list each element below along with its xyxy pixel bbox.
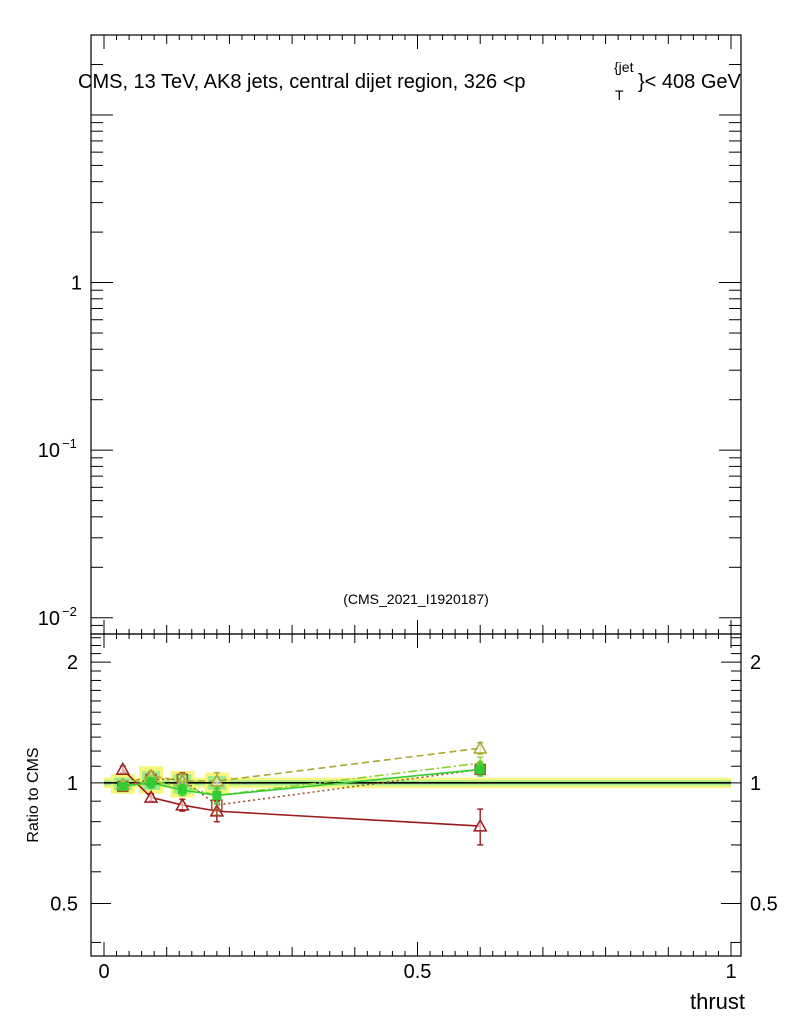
- data-point-marker: [472, 740, 488, 754]
- upper-plot-frame: [90, 34, 742, 635]
- data-point-marker: [115, 761, 131, 775]
- y-tick-label-upper: 10: [38, 608, 60, 630]
- y-tick-label-lower-right: 1: [750, 773, 761, 795]
- data-point-marker: [209, 773, 225, 787]
- analysis-label: (CMS_2021_I1920187): [343, 591, 489, 607]
- y-tick-label-lower-right: 2: [750, 652, 761, 674]
- y-tick-label-lower-left: 2: [67, 652, 78, 674]
- x-tick-label: 0: [98, 961, 109, 983]
- chart-title-superscript: {jet: [614, 59, 634, 75]
- y-tick-label-lower-right: 0.5: [750, 894, 778, 916]
- data-point-marker: [118, 781, 128, 791]
- data-point-marker: [146, 778, 156, 788]
- data-point-marker: [475, 764, 485, 774]
- data-point-marker: [175, 797, 190, 811]
- x-tick-label: 0.5: [404, 961, 432, 983]
- x-tick-label: 1: [725, 961, 736, 983]
- lower-plot-frame: [90, 633, 742, 957]
- chart-title-subscript: T: [615, 87, 624, 103]
- y-tick-label-lower-left: 0.5: [50, 894, 78, 916]
- data-point-marker: [212, 790, 222, 800]
- data-point-marker: [177, 785, 187, 795]
- series-lime-dashdot-line: [122, 762, 481, 797]
- y-tick-label-lower-left: 1: [67, 773, 78, 795]
- data-point-marker: [472, 818, 488, 832]
- data-point-marker: [143, 789, 159, 803]
- y-axis-label-ratio: Ratio to CMS: [25, 747, 42, 842]
- x-axis-label: thrust: [690, 989, 745, 1014]
- chart-title: CMS, 13 TeV, AK8 jets, central dijet reg…: [78, 71, 526, 93]
- series-dark-red: [115, 761, 488, 846]
- y-tick-label-upper: 1: [71, 273, 82, 295]
- y-tick-label-upper-exponent: −1: [62, 436, 77, 451]
- chart-title-suffix: }< 408 GeV: [638, 71, 742, 93]
- y-tick-label-upper: 10: [38, 440, 60, 462]
- y-tick-label-upper-exponent: −2: [62, 604, 77, 619]
- series-green-solid: [118, 762, 485, 804]
